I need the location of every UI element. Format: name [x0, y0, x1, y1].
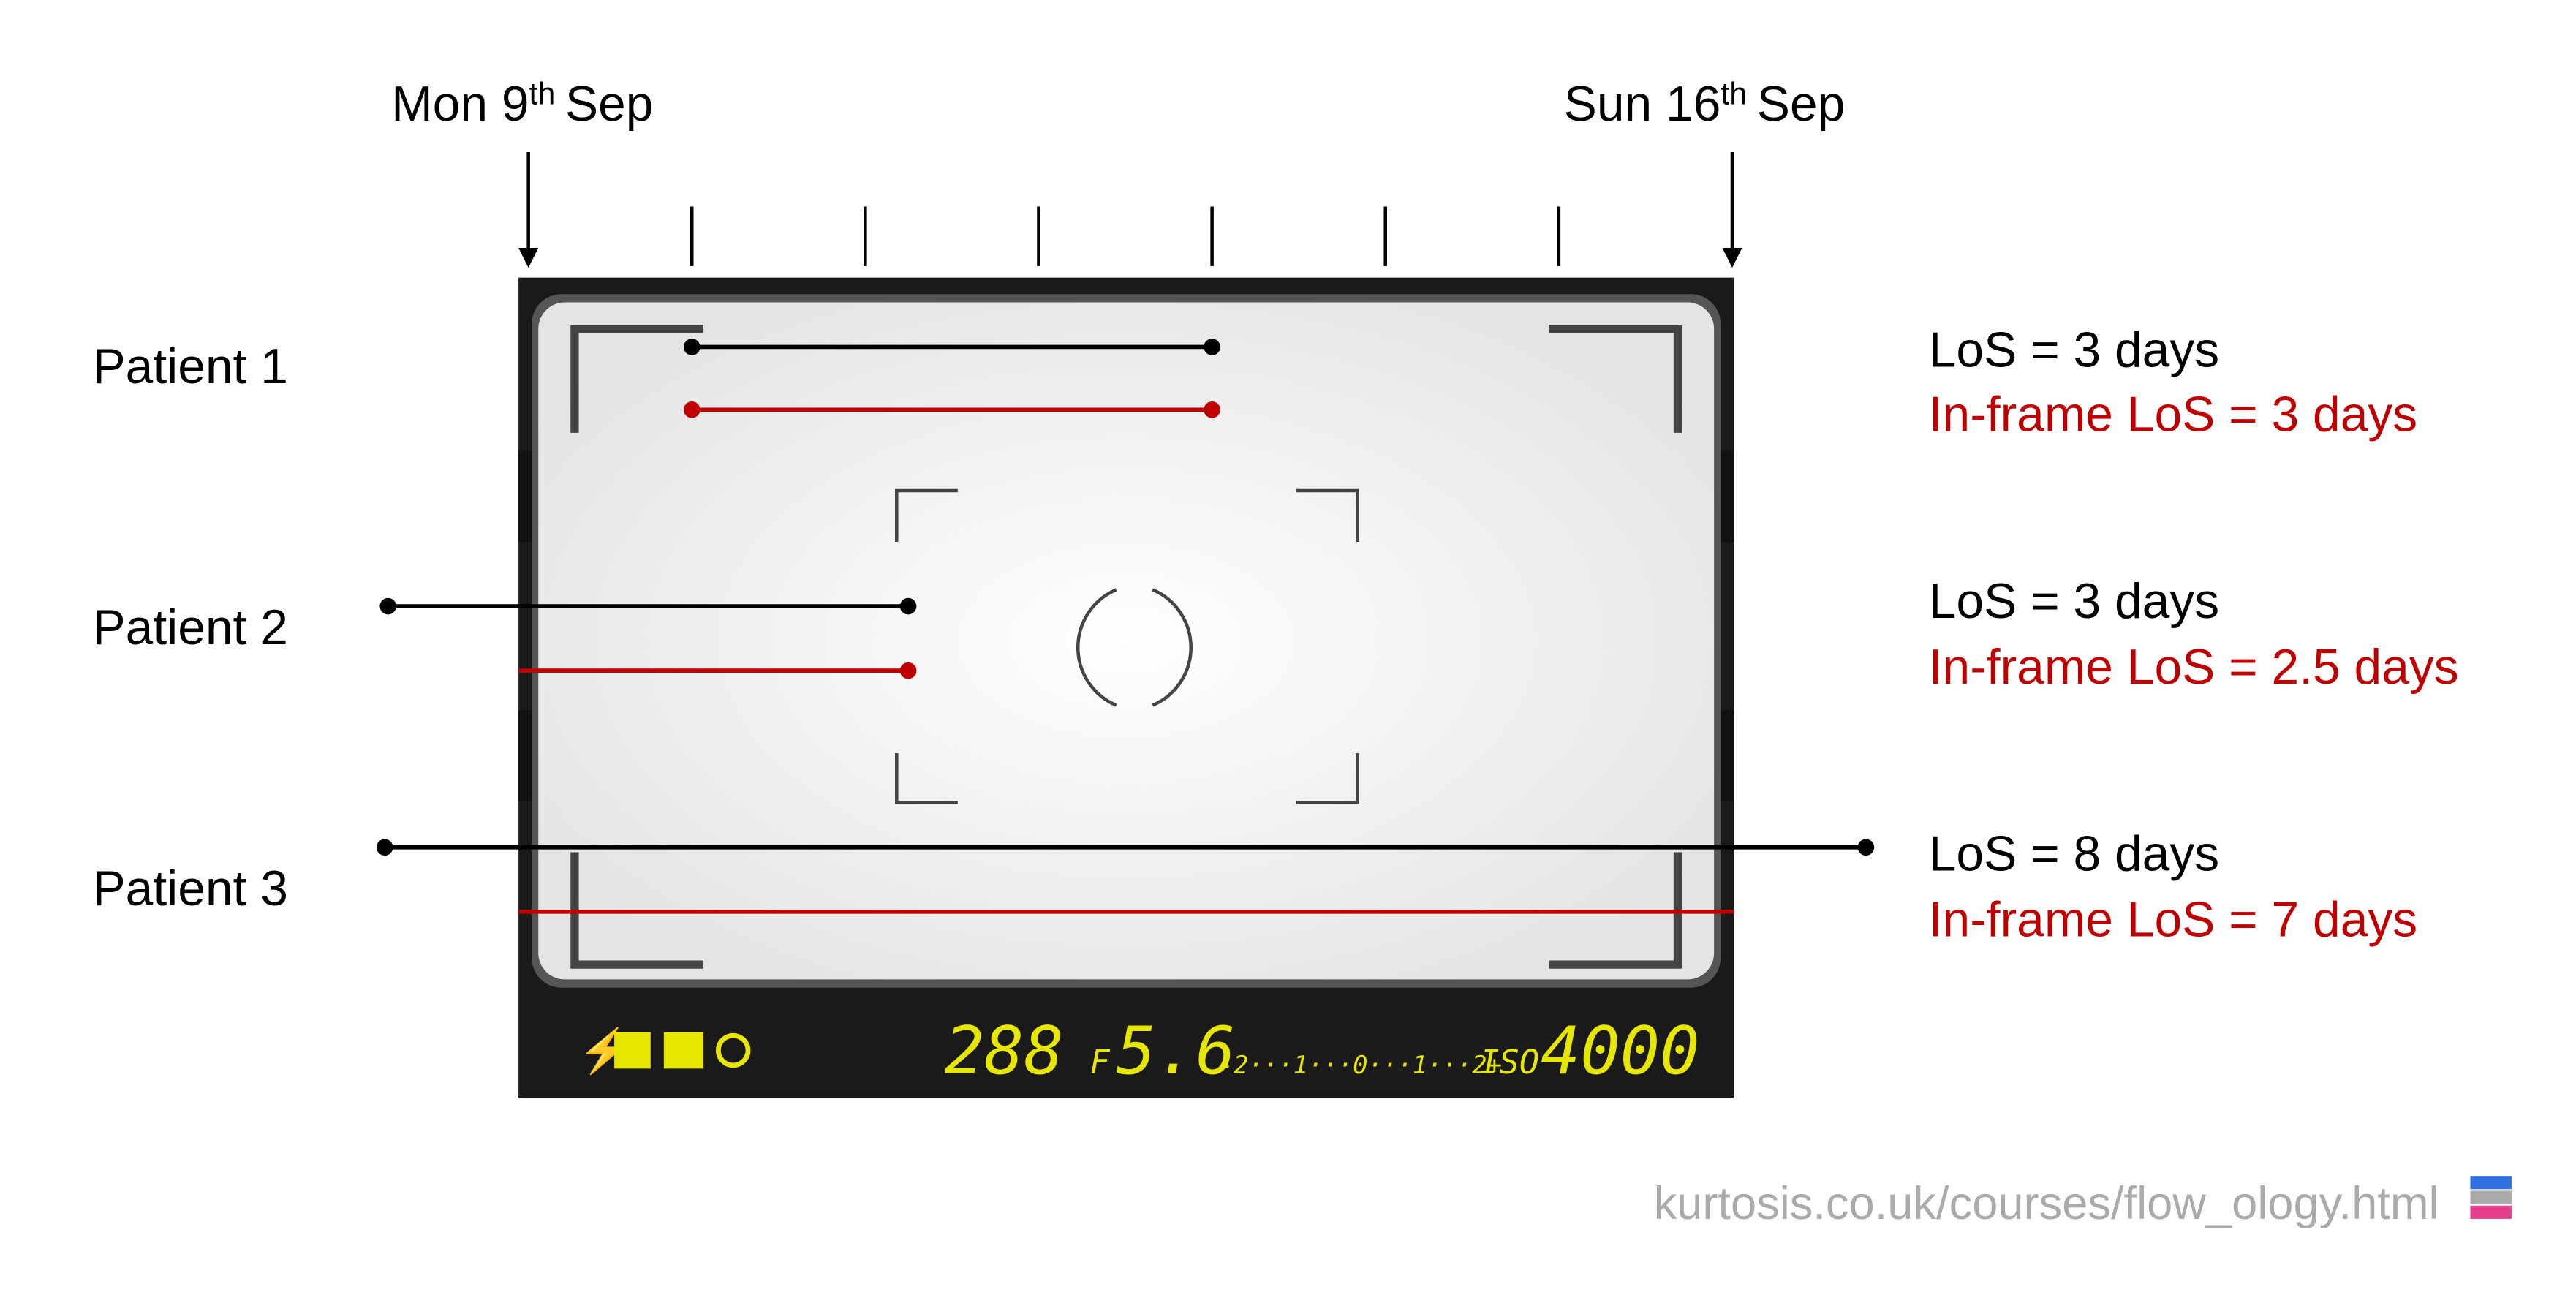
stay-lines: [376, 339, 1875, 914]
exposure-scale: -2···1···0···1···2+: [1219, 1051, 1502, 1079]
footer-url: kurtosis.co.uk/courses/flow_ology.html: [1654, 1178, 2439, 1229]
patient-name: Patient 3: [92, 861, 287, 916]
iso-value: 4000: [1541, 1013, 1700, 1090]
los: LoS = 3 days: [1929, 574, 2219, 629]
in-frame-los: In-frame LoS = 7 days: [1929, 893, 2417, 948]
viewfinder: ⚡ 288 F 5.6 -2···1···0···1···2+ ISO 4000: [518, 277, 1734, 1099]
lcd: ⚡ 288 F 5.6 -2···1···0···1···2+ ISO 4000: [578, 1013, 1699, 1090]
patient-name: Patient 1: [92, 339, 287, 394]
in-frame-los: In-frame LoS = 3 days: [1929, 388, 2417, 442]
los: LoS = 8 days: [1929, 826, 2219, 881]
start-date: Mon 9th Sep: [391, 77, 653, 132]
patient-name: Patient 2: [92, 600, 287, 655]
logo: [2470, 1176, 2512, 1219]
timeline-ticks: [518, 151, 1742, 268]
iso-label: ISO: [1479, 1043, 1539, 1081]
f-label: F: [1090, 1043, 1111, 1081]
in-frame-los: In-frame LoS = 2.5 days: [1929, 640, 2459, 695]
shutter: 288: [945, 1013, 1064, 1090]
end-date: Sun 16th Sep: [1564, 77, 1846, 132]
aperture: 5.6: [1117, 1013, 1236, 1090]
los: LoS = 3 days: [1929, 323, 2219, 378]
